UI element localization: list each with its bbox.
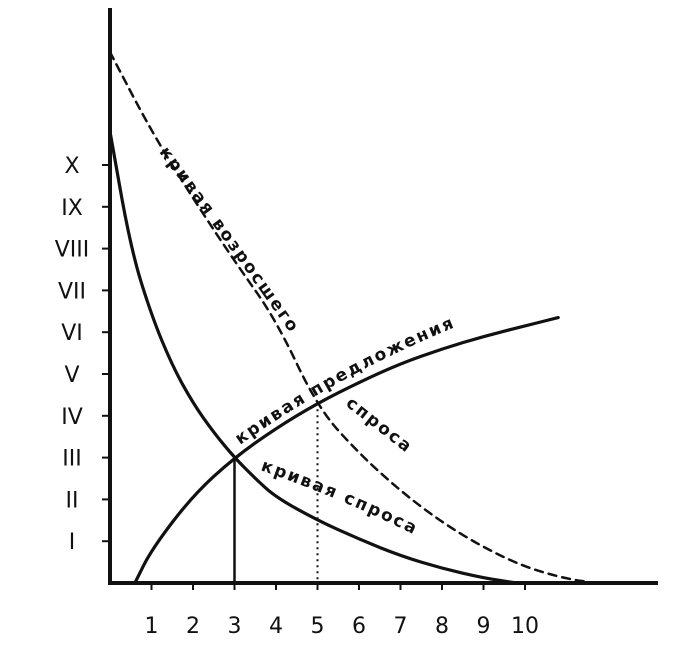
x-tick-label: 6 xyxy=(352,614,366,639)
y-tick-label: VII xyxy=(58,279,86,304)
curve-label-demand: кривая спроса xyxy=(258,456,421,540)
x-tick-label: 4 xyxy=(269,614,283,639)
series-line-1 xyxy=(108,50,597,585)
x-tick-label: 10 xyxy=(511,614,539,639)
series-line-2 xyxy=(133,315,560,585)
y-tick-label: VI xyxy=(61,321,83,346)
series-line-0 xyxy=(108,129,519,585)
y-tick-label: IX xyxy=(61,196,83,221)
x-tick-label: 7 xyxy=(394,614,408,639)
y-tick-label: IV xyxy=(61,405,83,430)
x-tick-label: 1 xyxy=(145,614,159,639)
y-tick-label: II xyxy=(66,488,79,513)
y-tick-label: V xyxy=(64,363,79,388)
curve-label-raised-demand: кривая возросшего xyxy=(155,143,303,337)
x-tick-label: 8 xyxy=(435,614,449,639)
series-group xyxy=(108,50,597,585)
x-tick-label: 2 xyxy=(186,614,200,639)
markers-group xyxy=(233,403,319,583)
y-tick-label: VIII xyxy=(55,238,90,263)
x-tick-label: 5 xyxy=(311,614,325,639)
y-tick-label: X xyxy=(64,154,79,179)
curve-label-supply: кривая предложения xyxy=(231,313,458,449)
y-tick-label: I xyxy=(69,530,76,555)
axes xyxy=(108,8,658,585)
x-tick-label: 3 xyxy=(228,614,242,639)
y-tick-label: III xyxy=(62,447,81,472)
x-tick-label: 9 xyxy=(477,614,491,639)
